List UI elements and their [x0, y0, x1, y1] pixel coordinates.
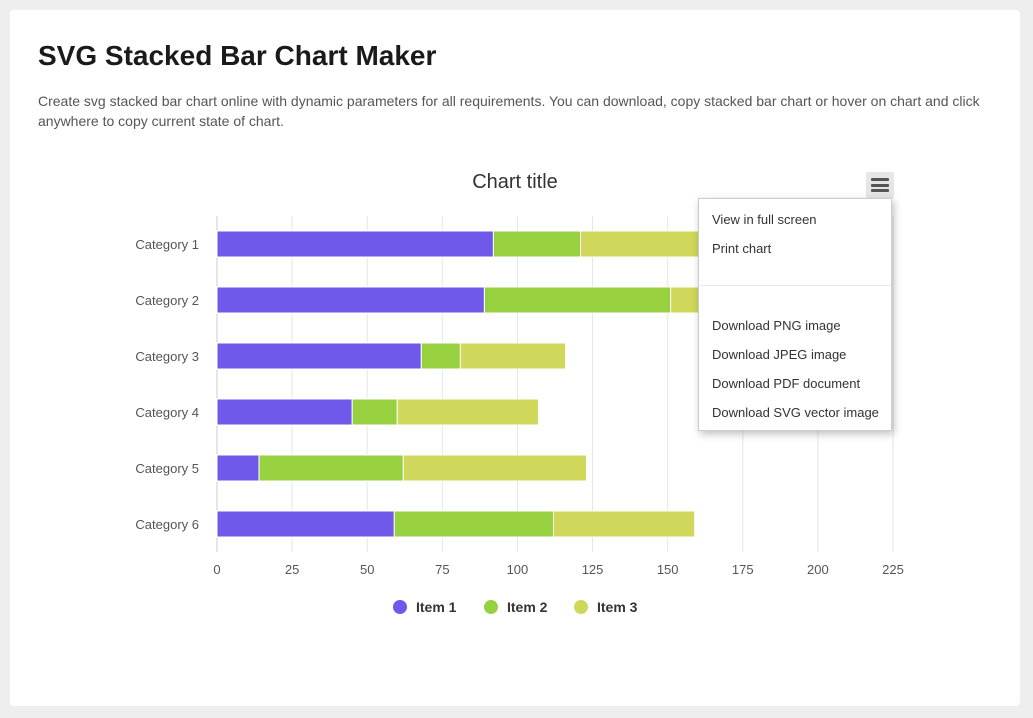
- menu-item-download-pdf[interactable]: Download PDF document: [712, 376, 861, 391]
- bar-1-series-1[interactable]: [216, 230, 494, 258]
- legend-marker: [393, 600, 407, 614]
- x-tick-label: 0: [213, 562, 220, 577]
- bar-1-series-2[interactable]: [492, 230, 582, 258]
- hamburger-icon: [871, 178, 889, 181]
- bar-5-series-3[interactable]: [402, 454, 588, 482]
- menu-item-view-full-screen[interactable]: View in full screen: [712, 212, 817, 227]
- legend-item-1[interactable]: Item 1: [393, 599, 457, 615]
- legend-item-2[interactable]: Item 2: [484, 599, 548, 615]
- bar-4-series-1[interactable]: [216, 398, 353, 426]
- hamburger-icon: [871, 183, 889, 187]
- bars: [216, 230, 750, 538]
- hamburger-icon: [871, 189, 889, 192]
- page-title: SVG Stacked Bar Chart Maker: [38, 40, 437, 71]
- category-label: Category 2: [135, 293, 199, 308]
- x-tick-label: 225: [882, 562, 904, 577]
- menu-item-download-svg[interactable]: Download SVG vector image: [712, 405, 879, 420]
- x-tick-label: 75: [435, 562, 449, 577]
- legend-marker: [574, 600, 588, 614]
- page-description: Create svg stacked bar chart online with…: [38, 93, 980, 129]
- bar-4-series-3[interactable]: [396, 398, 539, 426]
- x-tick-label: 50: [360, 562, 374, 577]
- bar-3-series-1[interactable]: [216, 342, 422, 370]
- category-labels: Category 1 Category 2 Category 3 Category 4…: [135, 237, 199, 532]
- legend-marker: [484, 600, 498, 614]
- category-label: Category 3: [135, 349, 199, 364]
- legend-label: Item 1: [416, 599, 457, 615]
- menu-separator: [700, 285, 890, 286]
- bar-2-series-1[interactable]: [216, 286, 485, 314]
- chart-title: Chart title: [472, 171, 558, 193]
- x-tick-label: 125: [582, 562, 604, 577]
- x-tick-label: 25: [285, 562, 299, 577]
- legend-item-3[interactable]: Item 3: [574, 599, 638, 615]
- bar-3-series-2[interactable]: [420, 342, 461, 370]
- bar-5-series-2[interactable]: [258, 454, 404, 482]
- legend-label: Item 3: [597, 599, 638, 615]
- bar-6-series-2[interactable]: [393, 510, 554, 538]
- category-label: Category 6: [135, 517, 199, 532]
- x-axis-ticks: 0 25 50 75 100 125 150 175 200 225: [213, 562, 903, 577]
- bar-6-series-1[interactable]: [216, 510, 395, 538]
- chart-context-menu: View in full screen Print chart Download…: [698, 198, 892, 431]
- x-tick-label: 150: [657, 562, 679, 577]
- bar-5-series-1[interactable]: [216, 454, 260, 482]
- menu-item-download-png[interactable]: Download PNG image: [712, 318, 841, 333]
- x-tick-label: 200: [807, 562, 829, 577]
- category-label: Category 1: [135, 237, 199, 252]
- legend: Item 1 Item 2 Item 3: [393, 599, 638, 615]
- menu-item-print-chart[interactable]: Print chart: [712, 241, 772, 256]
- menu-item-download-jpeg[interactable]: Download JPEG image: [712, 347, 847, 362]
- bar-3-series-3[interactable]: [459, 342, 567, 370]
- x-tick-label: 100: [507, 562, 529, 577]
- bar-4-series-2[interactable]: [351, 398, 398, 426]
- category-label: Category 4: [135, 405, 199, 420]
- chart-menu-button[interactable]: [866, 172, 894, 198]
- category-label: Category 5: [135, 461, 199, 476]
- x-tick-label: 175: [732, 562, 754, 577]
- bar-6-series-3[interactable]: [552, 510, 696, 538]
- bar-2-series-2[interactable]: [483, 286, 672, 314]
- legend-label: Item 2: [507, 599, 548, 615]
